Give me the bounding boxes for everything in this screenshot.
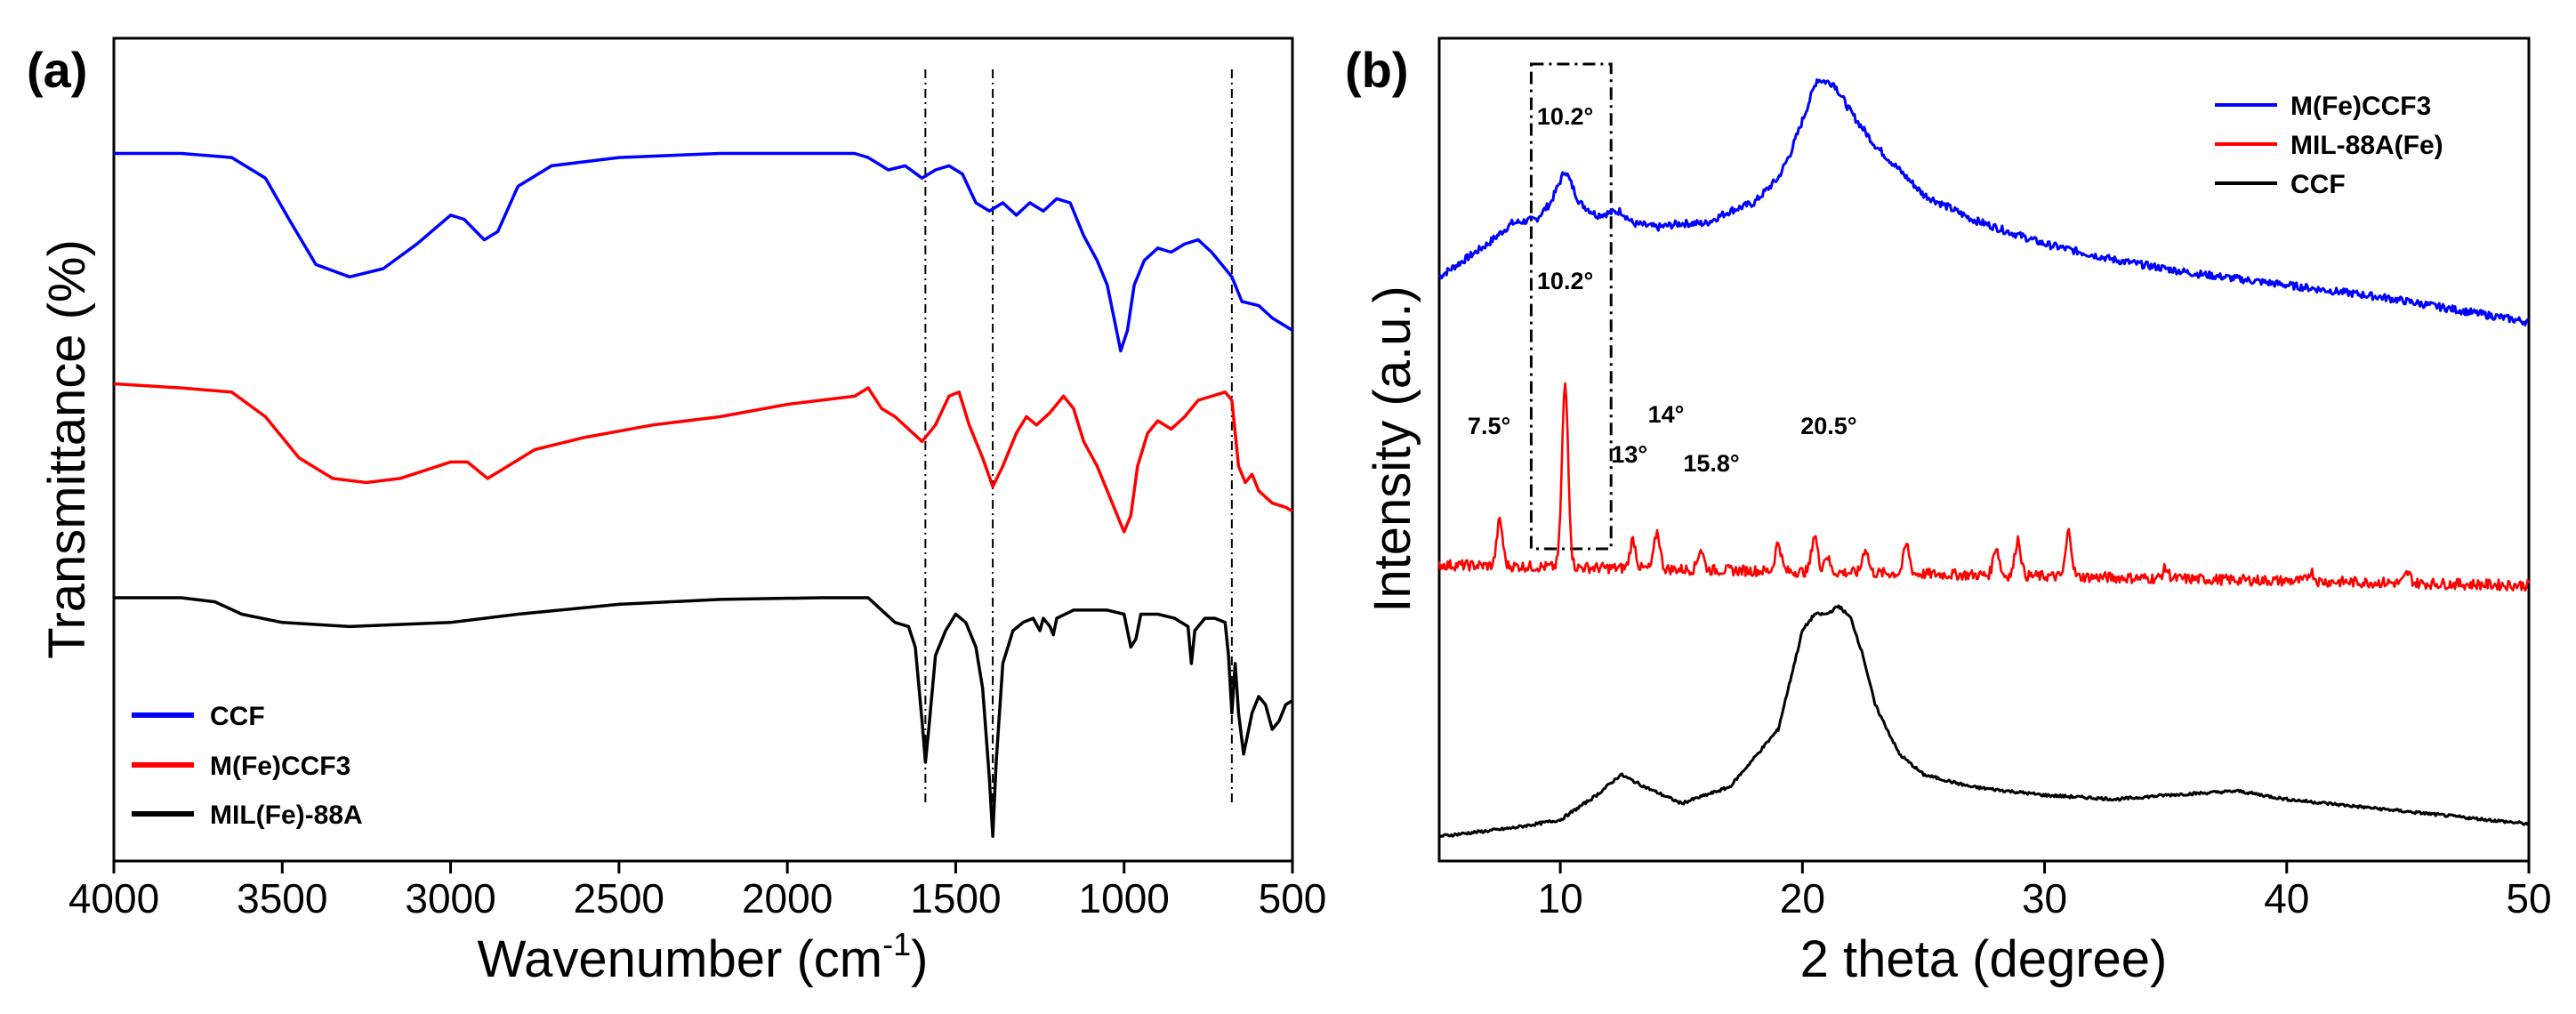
x-tick-label-b-20: 20	[1780, 875, 1825, 921]
x-tick-label-2000: 2000	[742, 875, 833, 921]
x-tick-label-b-10: 10	[1538, 875, 1583, 921]
x-tick-label-b-30: 30	[2022, 875, 2067, 921]
panel-a-reference-lines	[924, 69, 1233, 805]
series-line-b-m-fe-ccf3	[1437, 78, 2530, 326]
panel-a-plot-frame	[112, 36, 1294, 863]
legend-label-ccf-b: CCF	[2290, 170, 2346, 199]
panel-a-x-ticks: 4000 3500 3000 2500 2000 1500 1000 500	[68, 861, 1327, 921]
x-tick-label-b-40: 40	[2264, 875, 2309, 921]
peak-annotation-m-fe-ccf3-10-2: 10.2°	[1537, 103, 1593, 130]
panel-a-y-axis-title: Transmittance (%)	[38, 239, 96, 659]
x-tick-label-b-50: 50	[2506, 875, 2551, 921]
peak-annotation-mil-88a-fe-20-5: 20.5°	[1800, 413, 1856, 439]
panel-b-x-axis-title: 2 theta (degree)	[1800, 930, 2168, 988]
panel-a-x-axis-title: Wavenumber (cm-1)	[478, 926, 929, 988]
x-tick-label-1000: 1000	[1079, 875, 1170, 921]
panel-b-annotations: 10.2° 10.2° 7.5° 13°14° 15.8° 20.5°	[1468, 103, 1857, 477]
panel-b: (b) 10 20 30 40 50 10.2° 10.2° 7.5° 13°14° 15.8°…	[1345, 36, 2552, 988]
panel-b-plot-frame	[1437, 36, 2531, 863]
panel-b-x-ticks: 10 20 30 40 50	[1538, 861, 2552, 921]
peak-annotation-mil-88a-fe-13: 13°	[1611, 441, 1647, 468]
panel-a-label: (a)	[27, 42, 87, 98]
panel-b-y-axis-title: Intensity (a.u.)	[1364, 286, 1421, 612]
series-line-b-mil-88a-fe	[1437, 382, 2531, 592]
legend-label-milfe88a: MIL(Fe)-88A	[210, 801, 363, 830]
panel-b-label: (b)	[1345, 42, 1409, 98]
panel-a-series	[113, 151, 1293, 839]
peak-annotation-mil-88a-fe-7-5: 7.5°	[1468, 413, 1510, 439]
x-tick-label-2500: 2500	[574, 875, 664, 921]
series-line-a-ccf	[114, 151, 1293, 353]
x-tick-label-4000: 4000	[68, 875, 159, 921]
legend-label-mfeccf3: M(Fe)CCF3	[210, 752, 350, 781]
x-tick-label-500: 500	[1259, 875, 1327, 921]
panel-a-legend: CCF M(Fe)CCF3 MIL(Fe)-88A	[132, 702, 363, 830]
legend-label-mil88afe-b: MIL-88A(Fe)	[2290, 131, 2443, 160]
legend-label-mfeccf3-b: M(Fe)CCF3	[2290, 92, 2431, 121]
legend-label-ccf: CCF	[210, 702, 265, 731]
x-tick-label-1500: 1500	[910, 875, 1001, 921]
panel-b-series	[1437, 78, 2531, 839]
x-tick-label-3000: 3000	[405, 875, 495, 921]
panel-b-legend: M(Fe)CCF3 MIL-88A(Fe) CCF	[2215, 92, 2443, 199]
peak-annotation-mil-88a-fe-15-8: 15.8°	[1683, 450, 1739, 477]
peak-annotation-mil-88a-fe-10-2: 10.2°	[1537, 268, 1593, 294]
panel-a: (a) 4000 3500 3000 2500 2000 1500 1000 500 Tran…	[27, 36, 1327, 988]
series-line-a-mil-fe-88a	[114, 596, 1293, 839]
panel-b-highlight-box	[1529, 62, 1613, 551]
series-line-b-ccf	[1438, 604, 2531, 839]
peak-annotation-mil-88a-fe-14: 14°	[1648, 401, 1685, 428]
x-tick-label-3500: 3500	[237, 875, 327, 921]
series-line-a-m-fe-ccf3	[113, 382, 1293, 534]
